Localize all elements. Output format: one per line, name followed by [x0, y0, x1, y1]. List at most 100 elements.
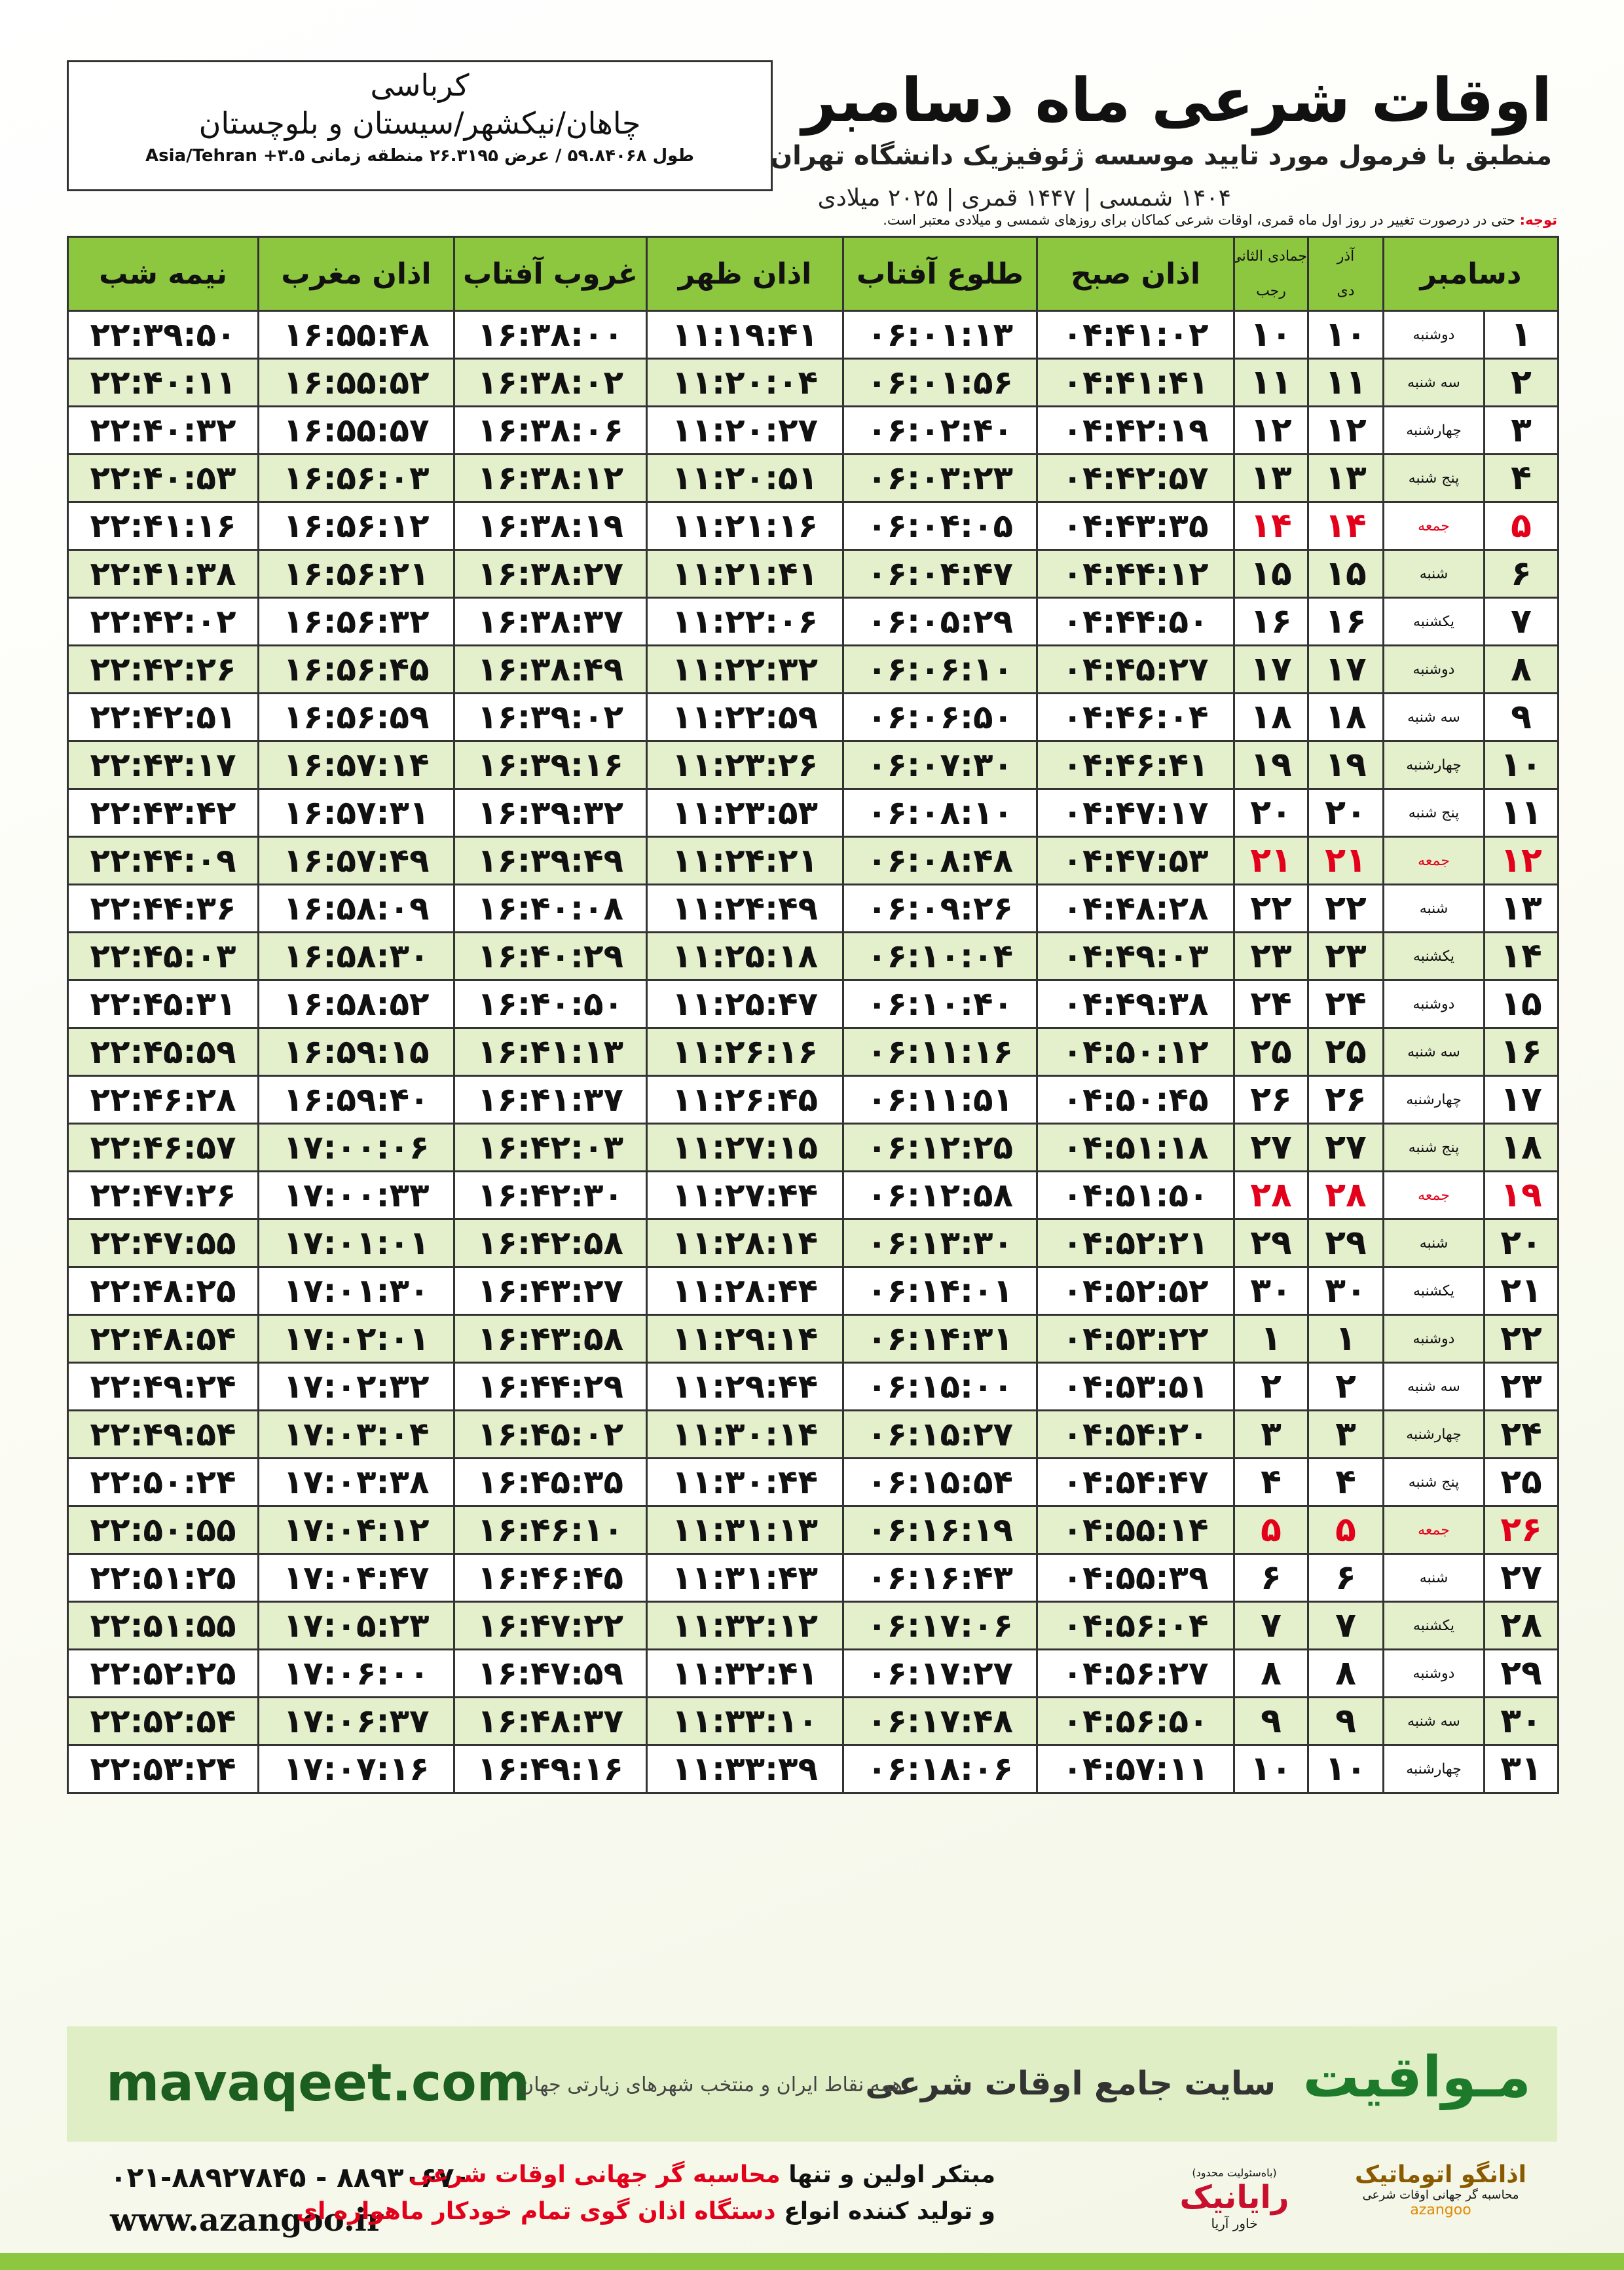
- day-cell: ۳۱: [1483, 1744, 1560, 1794]
- time-cell: ۰۶:۰۶:۱۰: [842, 644, 1038, 694]
- header-cell: طلوع آفتاب: [842, 236, 1038, 312]
- date-cell: ۱۴: [1233, 501, 1309, 551]
- date-cell: ۱۳: [1307, 453, 1384, 503]
- time-cell: ۰۴:۴۷:۱۷: [1036, 788, 1235, 838]
- footer-text: و تولید کننده انواع: [784, 2198, 995, 2225]
- time-cell: ۰۶:۱۰:۴۰: [842, 979, 1038, 1029]
- time-cell: ۱۷:۰۵:۲۳: [257, 1601, 455, 1650]
- time-cell: ۲۲:۴۶:۲۸: [67, 1075, 259, 1125]
- date-cell: ۲۹: [1233, 1218, 1309, 1268]
- time-cell: ۰۶:۰۸:۱۰: [842, 788, 1038, 838]
- time-cell: ۱۷:۰۴:۴۷: [257, 1553, 455, 1603]
- time-cell: ۱۷:۰۳:۰۴: [257, 1409, 455, 1459]
- time-cell: ۰۶:۱۷:۲۷: [842, 1648, 1038, 1698]
- time-cell: ۲۲:۵۱:۲۵: [67, 1553, 259, 1603]
- date-cell: ۲۰: [1233, 788, 1309, 838]
- header-top: آذر: [1337, 248, 1355, 265]
- day-cell: شنبه: [1382, 1218, 1486, 1268]
- day-cell: پنج شنبه: [1382, 453, 1486, 503]
- subtitle: منطبق با فرمول مورد تایید موسسه ژئوفیزیک…: [769, 141, 1552, 171]
- header-cell: غروب آفتاب: [453, 236, 648, 312]
- table-row: ۴ پنج شنبه ۱۳ ۱۳ ۰۴:۴۲:۵۷ ۰۶:۰۳:۲۳ ۱۱:۲۰:۵۱ ۱۶:…: [67, 453, 1560, 503]
- header-cell: نیمه شب: [67, 236, 259, 312]
- table-row: ۸ دوشنبه ۱۷ ۱۷ ۰۴:۴۵:۲۷ ۰۶:۰۶:۱۰ ۱۱:۲۲:۳۲ ۱۶:۳۸…: [67, 644, 1560, 694]
- day-cell: ۱۸: [1483, 1123, 1560, 1172]
- time-cell: ۱۶:۴۳:۲۷: [453, 1266, 648, 1316]
- date-cell: ۴: [1307, 1457, 1384, 1507]
- time-cell: ۲۲:۴۵:۰۳: [67, 931, 259, 981]
- day-cell: ۶: [1483, 549, 1560, 599]
- time-cell: ۲۲:۵۲:۵۴: [67, 1696, 259, 1746]
- day-cell: ۱۴: [1483, 931, 1560, 981]
- time-cell: ۱۷:۰۴:۱۲: [257, 1505, 455, 1555]
- date-cell: ۱۵: [1307, 549, 1384, 599]
- day-cell: ۲۵: [1483, 1457, 1560, 1507]
- time-cell: ۱۶:۵۵:۵۷: [257, 405, 455, 455]
- logo-sub: محاسبه گر جهانی اوقات شرعی: [1362, 2188, 1519, 2202]
- time-cell: ۱۱:۲۳:۵۳: [646, 788, 844, 838]
- time-cell: ۲۲:۴۴:۰۹: [67, 836, 259, 885]
- time-cell: ۲۲:۴۱:۳۸: [67, 549, 259, 599]
- date-cell: ۱۸: [1233, 692, 1309, 742]
- date-cell: ۳: [1233, 1409, 1309, 1459]
- day-cell: چهارشنبه: [1382, 1744, 1486, 1794]
- day-cell: ۲۳: [1483, 1362, 1560, 1411]
- time-cell: ۰۶:۱۸:۰۶: [842, 1744, 1038, 1794]
- time-cell: ۰۴:۵۱:۵۰: [1036, 1170, 1235, 1220]
- time-cell: ۰۶:۰۸:۴۸: [842, 836, 1038, 885]
- date-cell: ۱۸: [1307, 692, 1384, 742]
- table-row: ۹ سه شنبه ۱۸ ۱۸ ۰۴:۴۶:۰۴ ۰۶:۰۶:۵۰ ۱۱:۲۲:۵۹ ۱۶:۳…: [67, 692, 1560, 742]
- banner-tagline: همه نقاط ایران و منتخب شهرهای زیارتی جها…: [519, 2074, 902, 2096]
- date-cell: ۸: [1307, 1648, 1384, 1698]
- date-cell: ۶: [1307, 1553, 1384, 1603]
- time-cell: ۱۱:۲۹:۱۴: [646, 1314, 844, 1364]
- time-cell: ۰۴:۴۶:۴۱: [1036, 740, 1235, 790]
- date-line: ۱۴۰۴ شمسی | ۱۴۴۷ قمری | ۲۰۲۵ میلادی: [817, 185, 1231, 212]
- time-cell: ۰۴:۵۴:۴۷: [1036, 1457, 1235, 1507]
- day-cell: جمعه: [1382, 1170, 1486, 1220]
- time-cell: ۰۴:۴۱:۴۱: [1036, 358, 1235, 407]
- table-row: ۱۵ دوشنبه ۲۴ ۲۴ ۰۴:۴۹:۳۸ ۰۶:۱۰:۴۰ ۱۱:۲۵:۴۷ ۱۶:۴…: [67, 979, 1560, 1029]
- day-cell: سه شنبه: [1382, 1027, 1486, 1077]
- date-cell: ۲۳: [1307, 931, 1384, 981]
- time-cell: ۰۴:۴۵:۲۷: [1036, 644, 1235, 694]
- date-cell: ۱۰: [1307, 1744, 1384, 1794]
- time-cell: ۲۲:۴۲:۲۶: [67, 644, 259, 694]
- date-cell: ۱۴: [1307, 501, 1384, 551]
- time-cell: ۰۴:۵۲:۵۲: [1036, 1266, 1235, 1316]
- date-cell: ۴: [1233, 1457, 1309, 1507]
- time-cell: ۰۴:۴۱:۰۲: [1036, 310, 1235, 360]
- time-cell: ۰۶:۱۵:۰۰: [842, 1362, 1038, 1411]
- time-cell: ۱۱:۲۷:۱۵: [646, 1123, 844, 1172]
- date-cell: ۸: [1233, 1648, 1309, 1698]
- note: توجه: حتی در درصورت تغییر در روز اول ماه…: [883, 212, 1557, 228]
- date-cell: ۲۴: [1307, 979, 1384, 1029]
- time-cell: ۰۴:۵۵:۳۹: [1036, 1553, 1235, 1603]
- time-cell: ۱۱:۳۳:۱۰: [646, 1696, 844, 1746]
- time-cell: ۰۶:۰۴:۰۵: [842, 501, 1038, 551]
- day-cell: ۲۴: [1483, 1409, 1560, 1459]
- time-cell: ۱۶:۴۹:۱۶: [453, 1744, 648, 1794]
- website: www.azangoo.ir: [110, 2202, 384, 2239]
- time-cell: ۱۶:۵۶:۵۹: [257, 692, 455, 742]
- date-cell: ۳۰: [1233, 1266, 1309, 1316]
- date-cell: ۱۳: [1233, 453, 1309, 503]
- time-cell: ۰۴:۵۰:۱۲: [1036, 1027, 1235, 1077]
- time-cell: ۰۶:۰۲:۴۰: [842, 405, 1038, 455]
- header-bottom: رجب: [1256, 283, 1286, 299]
- date-cell: ۲۰: [1307, 788, 1384, 838]
- time-cell: ۰۴:۵۴:۲۰: [1036, 1409, 1235, 1459]
- banner-brand: مـواقیت: [1302, 2045, 1532, 2110]
- time-cell: ۱۶:۴۷:۵۹: [453, 1648, 648, 1698]
- time-cell: ۱۷:۰۳:۳۸: [257, 1457, 455, 1507]
- time-cell: ۰۴:۵۰:۴۵: [1036, 1075, 1235, 1125]
- time-cell: ۰۴:۴۹:۳۸: [1036, 979, 1235, 1029]
- time-cell: ۱۱:۲۸:۱۴: [646, 1218, 844, 1268]
- time-cell: ۱۷:۰۱:۰۱: [257, 1218, 455, 1268]
- time-cell: ۲۲:۴۶:۵۷: [67, 1123, 259, 1172]
- day-cell: شنبه: [1382, 1553, 1486, 1603]
- date-cell: ۳۰: [1307, 1266, 1384, 1316]
- time-cell: ۱۶:۵۶:۳۲: [257, 597, 455, 646]
- time-cell: ۲۲:۴۹:۵۴: [67, 1409, 259, 1459]
- date-cell: ۷: [1233, 1601, 1309, 1650]
